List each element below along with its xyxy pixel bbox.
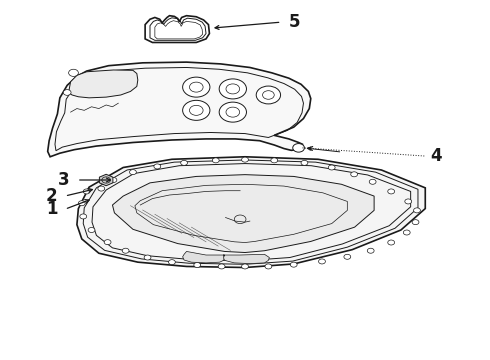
Circle shape (219, 102, 246, 122)
Polygon shape (145, 16, 209, 42)
Circle shape (181, 160, 188, 165)
Circle shape (78, 201, 85, 206)
Circle shape (344, 254, 351, 259)
Circle shape (242, 264, 248, 269)
Circle shape (403, 230, 410, 235)
Circle shape (183, 77, 210, 97)
Circle shape (69, 69, 78, 76)
Text: 1: 1 (46, 200, 57, 218)
Circle shape (190, 82, 203, 92)
Circle shape (83, 189, 90, 194)
Circle shape (80, 214, 87, 219)
Circle shape (104, 240, 111, 245)
Circle shape (129, 170, 136, 175)
Polygon shape (48, 62, 311, 157)
Text: 5: 5 (289, 13, 300, 31)
Circle shape (405, 199, 412, 204)
Circle shape (351, 172, 358, 177)
Circle shape (301, 160, 308, 165)
Polygon shape (113, 175, 374, 252)
Circle shape (369, 179, 376, 184)
Circle shape (388, 240, 394, 245)
Text: 2: 2 (46, 187, 57, 205)
Polygon shape (77, 157, 425, 267)
Circle shape (265, 264, 272, 269)
Circle shape (190, 105, 203, 115)
Circle shape (263, 91, 274, 99)
Circle shape (318, 259, 325, 264)
Circle shape (169, 260, 175, 265)
Circle shape (290, 262, 297, 267)
Circle shape (219, 79, 246, 99)
Circle shape (328, 165, 335, 170)
Circle shape (88, 228, 95, 233)
Polygon shape (99, 174, 113, 186)
Circle shape (256, 86, 281, 104)
Circle shape (412, 220, 419, 225)
Circle shape (194, 262, 201, 267)
Text: 3: 3 (58, 171, 70, 189)
Polygon shape (223, 254, 270, 264)
Circle shape (154, 164, 161, 169)
Circle shape (388, 189, 394, 194)
Circle shape (293, 144, 304, 152)
Circle shape (183, 100, 210, 120)
Circle shape (242, 157, 248, 162)
Circle shape (98, 186, 105, 191)
Circle shape (414, 208, 420, 213)
Circle shape (122, 248, 129, 253)
Circle shape (271, 158, 278, 163)
Circle shape (212, 158, 219, 163)
Circle shape (368, 248, 374, 253)
Circle shape (63, 90, 71, 95)
Polygon shape (183, 251, 224, 263)
Circle shape (144, 255, 151, 260)
Circle shape (226, 107, 240, 117)
Circle shape (218, 264, 225, 269)
Circle shape (226, 84, 240, 94)
Text: 4: 4 (430, 147, 442, 165)
Circle shape (110, 177, 117, 183)
Polygon shape (69, 70, 138, 98)
